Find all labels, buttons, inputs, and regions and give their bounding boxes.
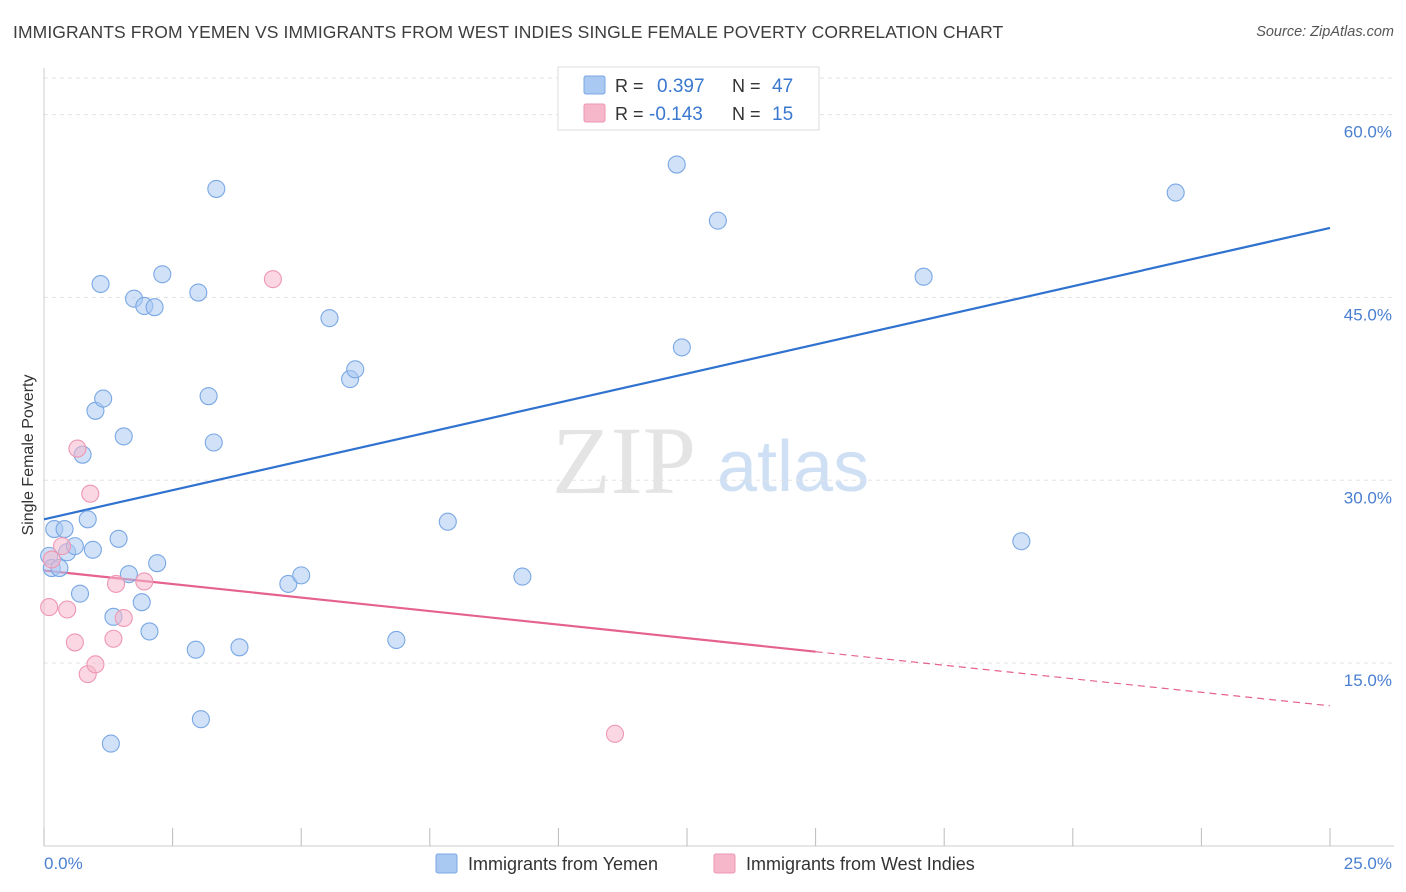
point-series-0 bbox=[207, 179, 226, 198]
x-tick-label-max: 25.0% bbox=[1344, 854, 1392, 873]
stats-r-value-west-indies: -0.143 bbox=[649, 104, 703, 125]
axes: 15.0% 30.0% 45.0% 60.0% bbox=[43, 68, 1394, 847]
point-series-0 bbox=[346, 360, 365, 379]
point-series-0 bbox=[101, 734, 120, 753]
stats-n-value-west-indies: 15 bbox=[772, 104, 793, 125]
point-series-0 bbox=[114, 427, 133, 446]
point-series-0 bbox=[667, 155, 686, 174]
legend-label-yemen: Immigrants from Yemen bbox=[468, 854, 658, 874]
point-series-0 bbox=[1166, 183, 1185, 202]
point-series-1 bbox=[42, 550, 61, 569]
point-series-0 bbox=[119, 565, 138, 584]
point-series-0 bbox=[320, 309, 339, 328]
point-series-0 bbox=[78, 510, 97, 529]
point-series-0 bbox=[153, 265, 172, 284]
point-series-1 bbox=[605, 724, 625, 743]
chart-title: IMMIGRANTS FROM YEMEN VS IMMIGRANTS FROM… bbox=[13, 22, 1004, 42]
point-series-0 bbox=[189, 283, 208, 302]
trend-line-dashed-1 bbox=[815, 651, 1331, 707]
point-series-1 bbox=[81, 484, 100, 503]
stats-swatch-west-indies bbox=[583, 103, 606, 123]
trend-lines bbox=[43, 226, 1331, 707]
point-series-0 bbox=[672, 338, 691, 357]
point-series-0 bbox=[708, 211, 727, 230]
point-series-0 bbox=[279, 574, 298, 593]
stats-swatch-yemen bbox=[583, 75, 606, 95]
point-series-0 bbox=[387, 630, 406, 650]
point-series-0 bbox=[914, 267, 933, 286]
point-series-0 bbox=[1012, 532, 1031, 551]
trend-line-1 bbox=[43, 569, 816, 653]
point-series-0 bbox=[91, 274, 110, 294]
point-series-1 bbox=[263, 270, 282, 289]
point-series-1 bbox=[135, 572, 154, 591]
y-tick-label: 15.0% bbox=[1344, 671, 1392, 690]
data-points bbox=[40, 155, 1185, 753]
point-series-0 bbox=[70, 584, 90, 603]
point-series-1 bbox=[40, 598, 59, 617]
watermark-zip: ZIP bbox=[552, 407, 696, 514]
point-series-1 bbox=[114, 608, 133, 628]
point-series-0 bbox=[140, 622, 159, 641]
point-series-1 bbox=[86, 655, 105, 674]
y-tick-label: 30.0% bbox=[1344, 488, 1392, 507]
stats-r-label-yemen: R = bbox=[615, 76, 644, 96]
point-series-0 bbox=[83, 540, 102, 559]
point-series-1 bbox=[65, 633, 84, 652]
point-series-0 bbox=[513, 567, 532, 586]
point-series-0 bbox=[109, 529, 128, 548]
legend-label-west-indies: Immigrants from West Indies bbox=[746, 854, 975, 874]
y-tick-label: 60.0% bbox=[1344, 123, 1392, 142]
point-series-0 bbox=[191, 710, 210, 729]
point-series-0 bbox=[94, 389, 113, 408]
point-series-0 bbox=[204, 433, 223, 452]
point-series-1 bbox=[58, 600, 77, 619]
trend-line-0 bbox=[43, 226, 1331, 521]
legend-swatch-yemen bbox=[435, 853, 458, 874]
point-series-1 bbox=[104, 629, 123, 648]
source-label: Source: ZipAtlas.com bbox=[1256, 24, 1394, 40]
y-axis-label: Single Female Poverty bbox=[20, 375, 37, 536]
point-series-1 bbox=[52, 537, 72, 556]
point-series-0 bbox=[292, 566, 311, 585]
point-series-0 bbox=[148, 554, 167, 573]
watermark-atlas: atlas bbox=[717, 427, 869, 507]
series-legend: Immigrants from Yemen Immigrants from We… bbox=[435, 853, 975, 874]
stats-r-label-west-indies: R = bbox=[615, 104, 644, 124]
point-series-0 bbox=[230, 638, 249, 657]
point-series-1 bbox=[68, 439, 87, 458]
point-series-0 bbox=[438, 512, 457, 531]
stats-legend: R = 0.397 N = 47 R = -0.143 N = 15 bbox=[557, 66, 820, 131]
legend-swatch-west-indies bbox=[713, 853, 736, 874]
x-tick-label-min: 0.0% bbox=[44, 854, 83, 873]
point-series-0 bbox=[55, 519, 74, 539]
stats-n-label-yemen: N = bbox=[732, 76, 761, 96]
point-series-1 bbox=[106, 574, 126, 593]
point-series-0 bbox=[199, 387, 218, 406]
point-series-0 bbox=[132, 593, 151, 612]
grid-lines bbox=[44, 77, 1394, 664]
stats-n-label-west-indies: N = bbox=[732, 104, 761, 124]
stats-n-value-yemen: 47 bbox=[772, 76, 793, 97]
point-series-0 bbox=[145, 298, 164, 317]
point-series-0 bbox=[186, 640, 205, 659]
y-tick-label: 45.0% bbox=[1344, 305, 1392, 324]
stats-r-value-yemen: 0.397 bbox=[657, 76, 705, 97]
